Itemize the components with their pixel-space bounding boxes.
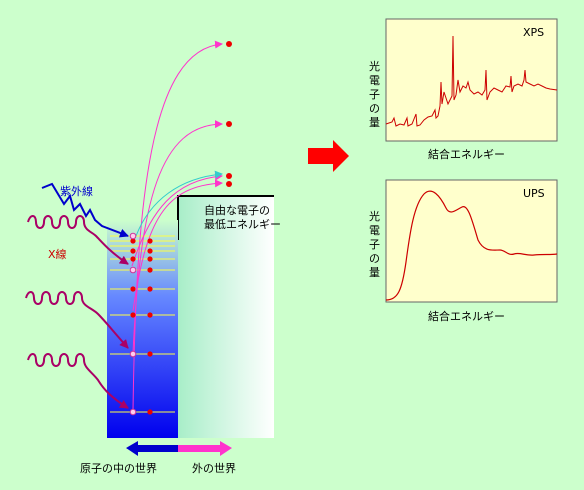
ups-ylabel-char-1: 光 [369,209,380,223]
path-core-shallow [132,179,223,312]
xray-label: X線 [48,247,67,261]
ups-ylabel-char-5: 量 [369,266,380,279]
xps-ylabel-char-3: 子 [369,88,380,101]
xps-ylabel-char-1: 光 [369,59,380,73]
xps-ylabel-char-2: 電 [369,74,380,87]
path-uv [135,170,223,237]
xps-panel: XPS 結合エネルギー [385,18,558,161]
electron-paths [131,40,223,412]
ups-tag: UPS [523,187,545,200]
ups-ylabel-char-4: の [369,252,380,265]
outward-arrow-icon [178,441,232,456]
threshold-label-line2: 最低エネルギー [204,218,281,231]
inward-arrow-icon [126,441,178,456]
ups-ylabel: 光 電 子 の 量 [369,209,380,279]
vacuum-region [178,196,274,438]
direction-arrows [126,441,232,456]
ups-panel: UPS 結合エネルギー [385,179,558,323]
ups-ylabel-char-3: 子 [369,238,380,251]
path-core-deep [132,40,223,412]
uv-photon-icon [41,182,129,238]
xps-ylabel: 光 電 子 の 量 [369,59,380,129]
xps-ylabel-char-4: の [369,102,380,115]
ups-spectrum-line [385,190,558,301]
inside-world-label: 原子の中の世界 [80,462,157,475]
threshold-label-line1: 自由な電子の [204,203,270,217]
path-valence [131,172,223,267]
vacant-holes [129,232,137,416]
result-arrow-icon [308,140,349,172]
xps-tag: XPS [523,26,544,39]
xps-ylabel-char-5: 量 [369,116,380,129]
potential-well [107,220,178,438]
xray-photons [25,215,129,409]
xray-photon-icon-1 [27,215,129,265]
ups-xlabel: 結合エネルギー [428,309,505,323]
uv-label: 紫外線 [60,184,93,198]
xps-spectrum-line [385,35,558,127]
xps-xlabel: 結合エネルギー [428,147,505,161]
xray-photon-icon-2 [25,291,129,349]
ups-ylabel-char-2: 電 [369,224,380,237]
xray-photon-icon-3 [27,353,129,409]
emitted-electrons [226,41,232,187]
bound-electrons [130,238,153,415]
outside-world-label: 外の世界 [192,462,236,475]
path-core-mid [132,120,223,354]
